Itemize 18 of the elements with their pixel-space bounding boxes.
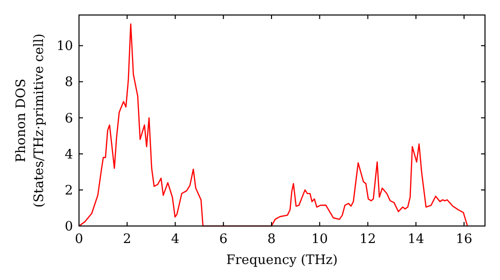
y-tick-label: 6 [64,111,73,126]
x-tick-label: 2 [122,232,132,247]
x-tick-label: 4 [171,232,180,247]
x-tick-label: 16 [456,232,472,247]
x-tick-label: 6 [219,232,228,247]
x-axis-title: Frequency (THz) [226,253,338,268]
x-tick-label: 8 [267,232,276,247]
y-tick-label: 10 [56,39,73,54]
y-tick-label: 4 [64,147,73,162]
x-tick-label: 12 [360,232,376,247]
y-axis-title: Phonon DOS (States/THz·primitive cell) [14,33,47,208]
x-tick-label: 10 [311,232,328,247]
line-series [78,23,468,227]
y-tick-label: 2 [64,183,73,198]
x-tick-label: 14 [408,232,424,247]
x-tick-label: 0 [74,232,84,247]
y-tick-label: 8 [64,75,73,90]
y-tick-label: 0 [64,220,73,234]
